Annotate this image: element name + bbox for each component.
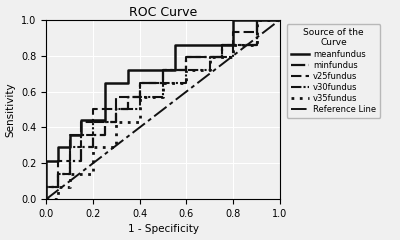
Y-axis label: Sensitivity: Sensitivity — [6, 82, 16, 137]
Title: ROC Curve: ROC Curve — [129, 6, 197, 18]
Legend: meanfundus, minfundus, v25fundus, v30fundus, v35fundus, Reference Line: meanfundus, minfundus, v25fundus, v30fun… — [286, 24, 380, 118]
X-axis label: 1 - Specificity: 1 - Specificity — [128, 224, 199, 234]
